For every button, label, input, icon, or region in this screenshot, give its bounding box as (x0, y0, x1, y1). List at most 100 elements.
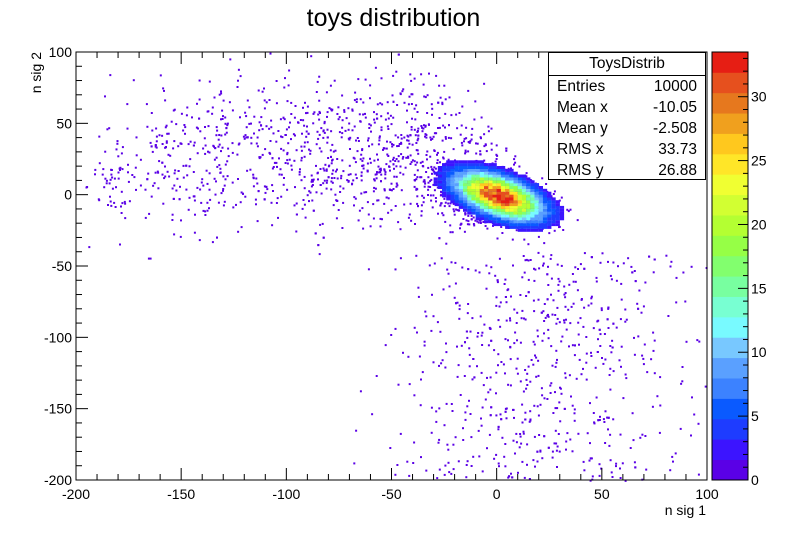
heatmap-bin (517, 203, 522, 207)
heatmap-bin (454, 194, 459, 198)
palette-swatch (712, 235, 748, 257)
data-point (425, 469, 428, 472)
stats-row-entries: Entries 10000 (549, 76, 705, 97)
heatmap-bin (547, 217, 552, 221)
stats-value: 10000 (653, 78, 697, 95)
heatmap-bin (488, 214, 493, 218)
heatmap-bin (513, 217, 518, 221)
heatmap-bin (471, 191, 476, 195)
heatmap-bin (437, 166, 443, 169)
data-point (589, 402, 591, 405)
data-point (420, 73, 423, 76)
data-point (512, 408, 514, 411)
data-point (374, 173, 377, 176)
data-point (594, 366, 597, 369)
data-point (620, 282, 623, 285)
data-point (634, 280, 637, 283)
data-point (413, 160, 416, 163)
heatmap-bin (521, 177, 527, 181)
heatmap-bin (450, 200, 455, 204)
data-point (237, 68, 240, 71)
data-point (379, 217, 382, 220)
data-point (574, 280, 577, 283)
data-point (490, 339, 493, 342)
data-point (186, 106, 189, 109)
data-point (442, 288, 445, 291)
data-point (416, 169, 419, 172)
data-point (231, 181, 234, 184)
data-point (590, 295, 593, 298)
heatmap-bin (500, 183, 506, 187)
data-point (252, 185, 255, 188)
data-point (567, 210, 570, 213)
data-point (387, 197, 390, 200)
data-point (318, 110, 321, 113)
heatmap-bin (513, 171, 518, 175)
palette-swatch (712, 418, 748, 440)
data-point (193, 141, 196, 144)
data-point (154, 145, 157, 148)
heatmap-bin (500, 214, 506, 218)
data-point (510, 472, 512, 475)
data-point (231, 109, 234, 112)
data-point (685, 340, 688, 343)
heatmap-bin (500, 186, 506, 189)
data-point (583, 252, 586, 255)
data-point (332, 204, 335, 207)
data-point (366, 201, 369, 204)
data-point (627, 257, 630, 260)
data-point (277, 130, 280, 132)
data-point (450, 137, 453, 140)
heatmap-bin (471, 171, 476, 175)
data-point (428, 123, 430, 126)
data-point (500, 361, 503, 363)
data-point (583, 469, 586, 472)
heatmap-bin (542, 197, 548, 201)
heatmap-bin (521, 188, 527, 192)
data-point (377, 199, 380, 202)
heatmap-bin (505, 180, 510, 184)
data-point (544, 316, 547, 319)
heatmap-bin (450, 183, 455, 187)
data-point (564, 292, 567, 294)
heatmap-bin (513, 197, 518, 201)
data-point (420, 214, 423, 217)
data-point (430, 199, 433, 202)
palette-swatch (712, 357, 748, 379)
heatmap-bin (446, 160, 451, 164)
data-point (218, 143, 221, 146)
data-point (410, 128, 413, 131)
heatmap-bin (496, 217, 501, 221)
heatmap-bin (534, 220, 539, 224)
heatmap-bin (437, 186, 443, 189)
data-point (452, 148, 455, 151)
data-point (202, 147, 205, 150)
data-point (252, 173, 255, 176)
data-point (395, 185, 398, 188)
data-point (376, 171, 378, 174)
stats-title: ToysDistrib (549, 53, 705, 76)
data-point (444, 137, 447, 140)
data-point (384, 173, 387, 176)
data-point (227, 147, 230, 150)
data-point (392, 156, 395, 159)
data-point (420, 456, 422, 459)
data-point (470, 214, 473, 217)
data-point (372, 203, 375, 206)
data-point (323, 120, 326, 123)
data-point (592, 412, 595, 414)
data-point (436, 321, 439, 324)
data-point (316, 80, 319, 83)
heatmap-bin (505, 186, 510, 189)
heatmap-bin (475, 214, 480, 218)
data-point (389, 141, 392, 144)
data-point (183, 124, 186, 126)
data-point (275, 80, 278, 82)
data-point (175, 189, 178, 192)
data-point (411, 117, 413, 120)
data-point (612, 261, 615, 264)
heatmap-bin (505, 171, 510, 175)
data-point (515, 432, 518, 435)
heatmap-bin (450, 171, 455, 175)
data-point (577, 321, 580, 324)
